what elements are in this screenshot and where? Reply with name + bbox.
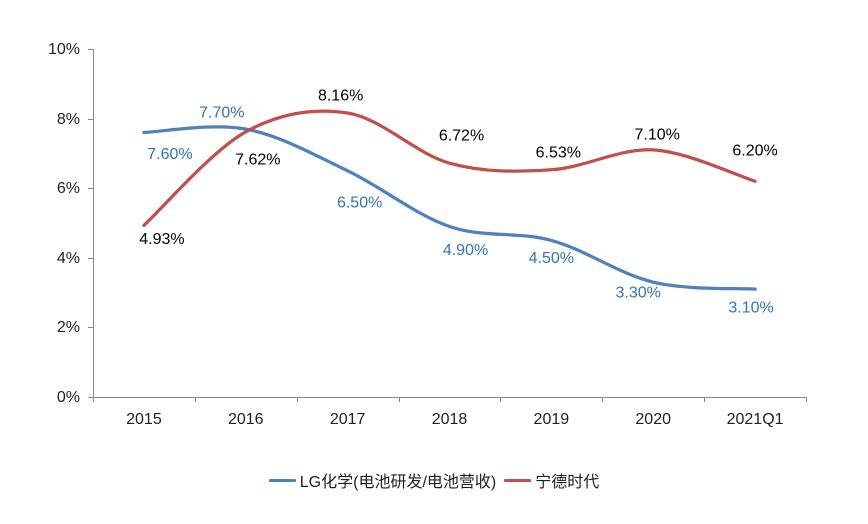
data-label-1-2018: 6.72% [439, 128, 484, 145]
series-line-0 [142, 125, 757, 291]
x-axis-label: 2018 [432, 411, 468, 428]
x-axis-label: 2020 [635, 411, 671, 428]
y-axis-label: 4% [57, 250, 80, 267]
data-label-1-2019: 6.53% [536, 144, 581, 161]
data-label-0-2019: 4.50% [529, 250, 574, 267]
series-line-1 [142, 109, 757, 228]
legend: LG化学(电池研发/电池营收) 宁德时代 [0, 468, 868, 492]
data-label-0-2020: 3.30% [616, 285, 661, 302]
data-label-1-2017: 8.16% [318, 88, 363, 105]
data-label-0-2018: 4.90% [443, 242, 488, 259]
data-label-1-2016: 7.62% [235, 151, 280, 168]
y-axis-label: 8% [57, 111, 80, 128]
data-label-0-2016: 7.70% [199, 105, 244, 122]
y-axis-label: 2% [57, 319, 80, 336]
y-axis-label: 10% [48, 41, 80, 58]
legend-item-lg-chem: LG化学(电池研发/电池营收) [268, 468, 497, 492]
x-axis-label: 2017 [330, 411, 366, 428]
x-axis-label: 2016 [228, 411, 264, 428]
y-axis-label: 0% [57, 389, 80, 406]
data-label-1-2020: 7.10% [635, 126, 680, 143]
line-chart-plot: 0% 2% 4% 6% 8% 10% 2015 2016 2017 2018 2019 2020 202… [48, 41, 807, 428]
legend-label-lg-chem: LG化学(电池研发/电池营收) [299, 474, 497, 491]
x-axis-label: 2015 [126, 411, 162, 428]
legend-line-swatch-red [504, 478, 532, 482]
data-label-0-2015: 7.60% [147, 146, 192, 163]
legend-line-swatch-blue [268, 478, 296, 482]
y-axis-label: 6% [57, 180, 80, 197]
legend-item-catl: 宁德时代 [504, 468, 599, 492]
data-label-0-2017: 6.50% [337, 194, 382, 211]
data-label-1-2021Q1: 6.20% [732, 143, 777, 160]
data-label-0-2021Q1: 3.10% [728, 300, 773, 317]
legend-label-catl: 宁德时代 [535, 474, 600, 491]
x-axis-label: 2019 [534, 411, 570, 428]
x-axis-label: 2021Q1 [727, 411, 784, 428]
data-label-1-2015: 4.93% [139, 231, 184, 248]
